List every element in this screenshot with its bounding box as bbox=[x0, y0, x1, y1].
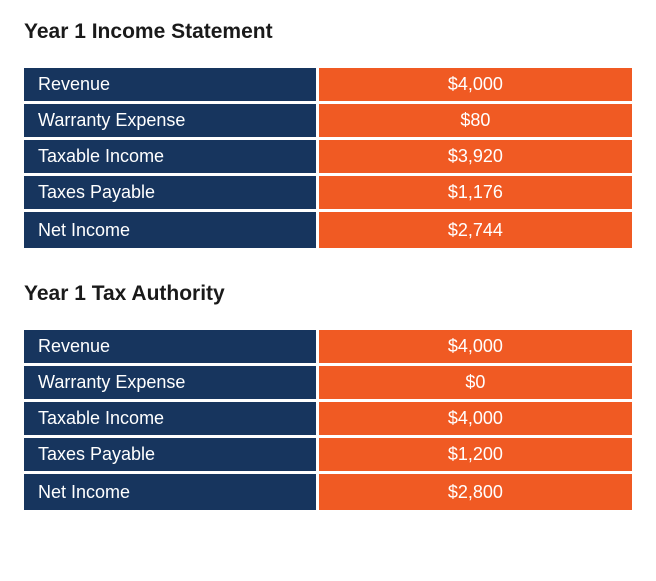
tax-authority-table: Revenue $4,000 Warranty Expense $0 Taxab… bbox=[24, 330, 632, 510]
row-label: Warranty Expense bbox=[24, 104, 316, 140]
table-row: Warranty Expense $80 bbox=[24, 104, 632, 140]
table-row: Taxes Payable $1,200 bbox=[24, 438, 632, 474]
income-statement-title: Year 1 Income Statement bbox=[24, 20, 632, 44]
income-statement-section: Year 1 Income Statement Revenue $4,000 W… bbox=[24, 20, 632, 248]
row-value: $2,744 bbox=[316, 212, 632, 248]
row-label: Revenue bbox=[24, 68, 316, 104]
row-value: $4,000 bbox=[316, 68, 632, 104]
table-row: Net Income $2,744 bbox=[24, 212, 632, 248]
table-row: Taxable Income $3,920 bbox=[24, 140, 632, 176]
row-value: $4,000 bbox=[316, 402, 632, 438]
row-label: Net Income bbox=[24, 212, 316, 248]
row-label: Taxes Payable bbox=[24, 438, 316, 474]
table-row: Net Income $2,800 bbox=[24, 474, 632, 510]
row-label: Warranty Expense bbox=[24, 366, 316, 402]
row-value: $2,800 bbox=[316, 474, 632, 510]
row-value: $0 bbox=[316, 366, 632, 402]
row-label: Taxable Income bbox=[24, 140, 316, 176]
table-row: Taxes Payable $1,176 bbox=[24, 176, 632, 212]
row-label: Net Income bbox=[24, 474, 316, 510]
row-label: Taxes Payable bbox=[24, 176, 316, 212]
table-row: Warranty Expense $0 bbox=[24, 366, 632, 402]
row-value: $80 bbox=[316, 104, 632, 140]
table-row: Taxable Income $4,000 bbox=[24, 402, 632, 438]
row-value: $1,200 bbox=[316, 438, 632, 474]
tax-authority-section: Year 1 Tax Authority Revenue $4,000 Warr… bbox=[24, 282, 632, 510]
tax-authority-title: Year 1 Tax Authority bbox=[24, 282, 632, 306]
row-label: Revenue bbox=[24, 330, 316, 366]
income-statement-table: Revenue $4,000 Warranty Expense $80 Taxa… bbox=[24, 68, 632, 248]
row-value: $3,920 bbox=[316, 140, 632, 176]
row-value: $4,000 bbox=[316, 330, 632, 366]
row-value: $1,176 bbox=[316, 176, 632, 212]
table-row: Revenue $4,000 bbox=[24, 68, 632, 104]
table-row: Revenue $4,000 bbox=[24, 330, 632, 366]
row-label: Taxable Income bbox=[24, 402, 316, 438]
